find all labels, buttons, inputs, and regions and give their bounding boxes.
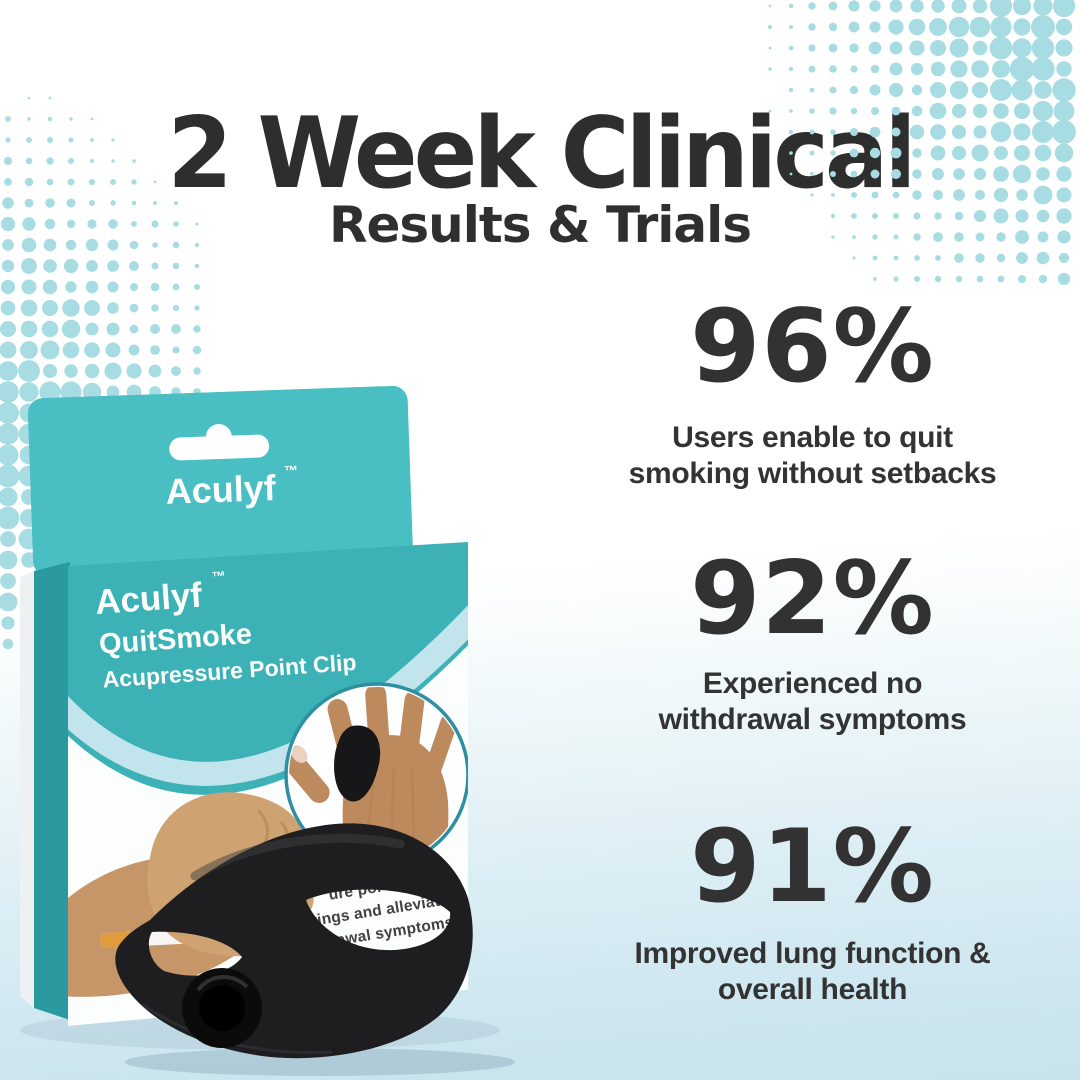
clip-highlight — [190, 833, 405, 881]
clip-button-center — [199, 985, 245, 1031]
thumb-nail — [290, 745, 308, 763]
flap-trademark: ™ — [284, 462, 299, 478]
clip-on-hand — [334, 725, 381, 802]
subheadline: Results & Trials — [328, 195, 752, 254]
stat-caption-3: Improved lung function & overall health — [540, 936, 1080, 1008]
thumb — [289, 745, 330, 803]
front-trademark: ™ — [211, 568, 226, 585]
hang-hole-notch — [205, 424, 232, 451]
front-swoosh-stripe — [68, 603, 468, 786]
clip-shadow — [125, 1048, 515, 1076]
front-brand-text: Aculyf — [94, 576, 204, 622]
stat-caption-1-line-1: Users enable to quit — [672, 421, 953, 454]
stat-caption-2: Experienced no withdrawal symptoms — [540, 666, 1080, 738]
stat-caption-1-line-2: smoking without setbacks — [628, 457, 997, 490]
stats-column: 96% Users enable to quit smoking without… — [540, 0, 1080, 1080]
flap-brand-text: Aculyf — [165, 467, 277, 512]
stat-caption-2-line-1: Experienced no — [702, 667, 923, 700]
box-left-edge — [20, 571, 34, 1008]
stat-caption-1: Users enable to quit smoking without set… — [540, 420, 1080, 492]
acupressure-clip-product — [115, 823, 473, 1059]
clip-button-rim — [196, 975, 249, 992]
stat-caption-3-line-1: Improved lung function & — [634, 937, 991, 970]
stat-caption-2-line-2: withdrawal symptoms — [658, 703, 967, 736]
stat-value-1: 96% — [690, 287, 935, 405]
flap-panel — [27, 385, 413, 577]
stat-value-3: 91% — [690, 807, 935, 925]
box-left-side — [34, 562, 70, 1020]
box-hang-flap: Aculyf ™ — [27, 385, 413, 577]
stat-caption-3-line-2: overall health — [717, 973, 908, 1006]
stat-value-2: 92% — [690, 539, 935, 657]
